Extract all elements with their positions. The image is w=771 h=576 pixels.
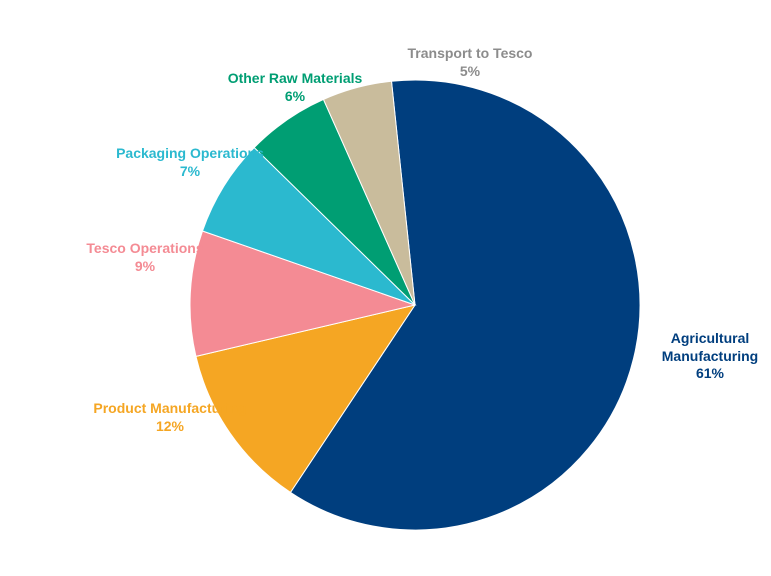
pie-slice-label-text: Product Manufacturing — [70, 400, 270, 418]
pie-slice-label-percent: 12% — [70, 418, 270, 436]
pie-slice-label-percent: 7% — [90, 163, 290, 181]
pie-slice-label: Other Raw Materials6% — [200, 70, 390, 105]
pie-slice-label: Packaging Operations7% — [90, 145, 290, 180]
pie-chart: Agricultural Manufacturing61% Product Man… — [0, 0, 771, 576]
pie-slice-label-text: Tesco Operations — [60, 240, 230, 258]
pie-slice-label-percent: 5% — [380, 63, 560, 81]
pie-slice-label-text: Other Raw Materials — [200, 70, 390, 88]
pie-slice-label: Transport to Tesco5% — [380, 45, 560, 80]
pie-slice-label: Product Manufacturing12% — [70, 400, 270, 435]
pie-slice-label-percent: 61% — [640, 365, 771, 383]
pie-slice-label: Agricultural Manufacturing61% — [640, 330, 771, 383]
pie-slice-label-text: Agricultural Manufacturing — [640, 330, 771, 365]
pie-slice-label-text: Transport to Tesco — [380, 45, 560, 63]
pie-slice-label-percent: 6% — [200, 88, 390, 106]
pie-slice-label-percent: 9% — [60, 258, 230, 276]
pie-slice-label-text: Packaging Operations — [90, 145, 290, 163]
pie-slice-label: Tesco Operations9% — [60, 240, 230, 275]
